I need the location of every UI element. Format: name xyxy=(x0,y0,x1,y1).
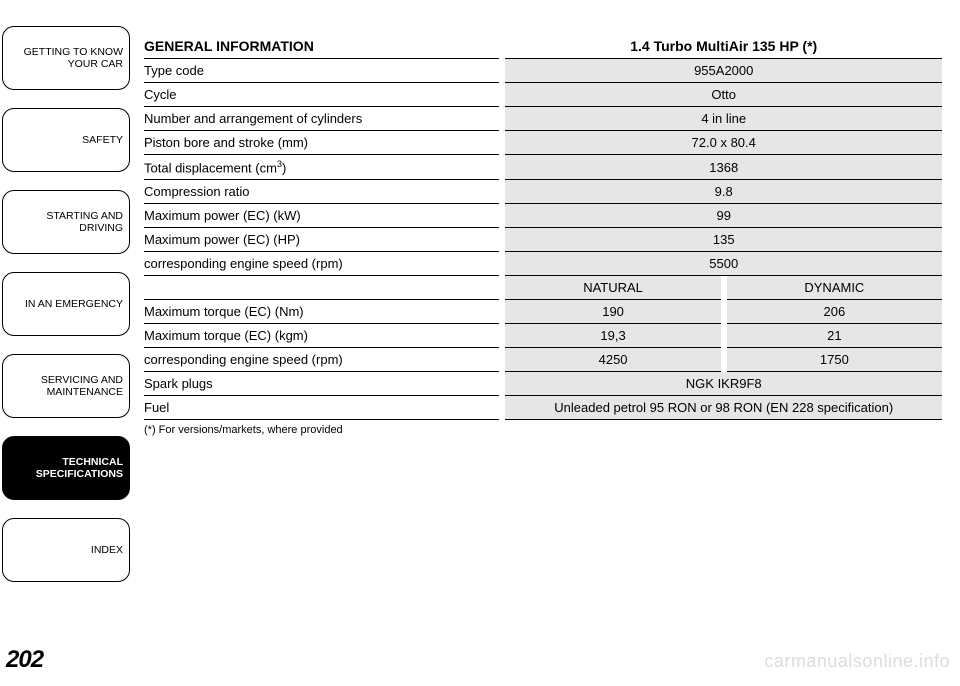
row-label: Maximum power (EC) (kW) xyxy=(144,204,499,228)
row-value-left: 4250 xyxy=(505,348,720,372)
table-header-label: GENERAL INFORMATION xyxy=(144,34,499,59)
row-value-right: 1750 xyxy=(727,348,942,372)
row-label: Compression ratio xyxy=(144,180,499,204)
row-label: Cycle xyxy=(144,83,499,107)
row-value: 99 xyxy=(505,204,942,228)
row-label: Maximum torque (EC) (kgm) xyxy=(144,324,499,348)
row-value: 9.8 xyxy=(505,180,942,204)
table-header-value: 1.4 Turbo MultiAir 135 HP (*) xyxy=(505,34,942,59)
row-label: Piston bore and stroke (mm) xyxy=(144,131,499,155)
sidebar-item-label: IN AN EMERGENCY xyxy=(25,298,123,310)
sidebar-item-label: GETTING TO KNOW YOUR CAR xyxy=(3,46,123,70)
sidebar-item-label: SAFETY xyxy=(82,134,123,146)
page-number: 202 xyxy=(6,646,43,674)
sidebar-nav: GETTING TO KNOW YOUR CAR SAFETY STARTING… xyxy=(2,26,132,600)
row-label: Maximum torque (EC) (Nm) xyxy=(144,300,499,324)
table-footnote: (*) For versions/markets, where provided xyxy=(144,424,942,436)
row-label: Fuel xyxy=(144,396,499,420)
row-label: Type code xyxy=(144,59,499,83)
spec-table: GENERAL INFORMATION 1.4 Turbo MultiAir 1… xyxy=(144,34,942,420)
row-value: 5500 xyxy=(505,252,942,276)
sidebar-item-label: INDEX xyxy=(91,544,123,556)
split-header-left: NATURAL xyxy=(505,276,720,300)
row-label: Total displacement (cm3) xyxy=(144,155,499,180)
sidebar-item-label: TECHNICAL SPECIFICATIONS xyxy=(3,456,123,480)
row-label: corresponding engine speed (rpm) xyxy=(144,252,499,276)
row-label: Number and arrangement of cylinders xyxy=(144,107,499,131)
row-value: 955A2000 xyxy=(505,59,942,83)
sidebar-item-starting-driving[interactable]: STARTING AND DRIVING xyxy=(2,190,130,254)
sidebar-item-label: SERVICING AND MAINTENANCE xyxy=(3,374,123,398)
sidebar-item-index[interactable]: INDEX xyxy=(2,518,130,582)
row-label: Spark plugs xyxy=(144,372,499,396)
row-label: corresponding engine speed (rpm) xyxy=(144,348,499,372)
main-content: GENERAL INFORMATION 1.4 Turbo MultiAir 1… xyxy=(144,34,942,436)
row-value-left: 19,3 xyxy=(505,324,720,348)
row-value-right: 21 xyxy=(727,324,942,348)
row-value-right: 206 xyxy=(727,300,942,324)
row-value: NGK IKR9F8 xyxy=(505,372,942,396)
row-label: Maximum power (EC) (HP) xyxy=(144,228,499,252)
split-header-right: DYNAMIC xyxy=(727,276,942,300)
sidebar-item-emergency[interactable]: IN AN EMERGENCY xyxy=(2,272,130,336)
row-label-empty xyxy=(144,276,499,300)
row-value: 72.0 x 80.4 xyxy=(505,131,942,155)
row-value-left: 190 xyxy=(505,300,720,324)
row-value: Unleaded petrol 95 RON or 98 RON (EN 228… xyxy=(505,396,942,420)
row-value: Otto xyxy=(505,83,942,107)
sidebar-item-getting-to-know[interactable]: GETTING TO KNOW YOUR CAR xyxy=(2,26,130,90)
sidebar-item-safety[interactable]: SAFETY xyxy=(2,108,130,172)
watermark: carmanualsonline.info xyxy=(764,651,950,672)
row-value: 1368 xyxy=(505,155,942,180)
sidebar-item-label: STARTING AND DRIVING xyxy=(3,210,123,234)
sidebar-item-servicing[interactable]: SERVICING AND MAINTENANCE xyxy=(2,354,130,418)
row-value: 135 xyxy=(505,228,942,252)
row-value: 4 in line xyxy=(505,107,942,131)
sidebar-item-technical-specs[interactable]: TECHNICAL SPECIFICATIONS xyxy=(2,436,130,500)
